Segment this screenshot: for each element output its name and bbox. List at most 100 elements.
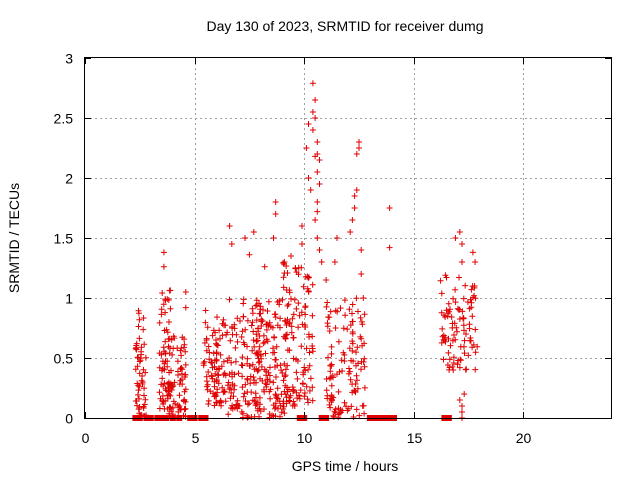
- data-point: [281, 373, 288, 380]
- data-point: [309, 281, 316, 288]
- data-point: [336, 368, 343, 375]
- data-point: [272, 199, 279, 205]
- data-point: [160, 263, 167, 270]
- data-point: [177, 347, 184, 354]
- data-point: [456, 306, 463, 313]
- data-point: [261, 366, 268, 373]
- data-point: [273, 392, 280, 399]
- data-point: [256, 394, 263, 401]
- data-point: [456, 364, 463, 371]
- data-point: [289, 315, 296, 322]
- grid: [85, 58, 611, 418]
- data-point: [303, 145, 310, 151]
- data-point: [316, 157, 323, 163]
- data-point: [238, 408, 245, 415]
- data-point: [280, 259, 287, 266]
- data-point: [271, 334, 278, 341]
- data-point: [219, 320, 226, 327]
- data-point: [346, 345, 353, 352]
- data-point: [450, 367, 457, 373]
- data-point: [253, 337, 260, 344]
- data-point: [166, 369, 173, 376]
- data-point: [303, 345, 310, 352]
- data-point: [471, 283, 478, 289]
- data-point: [463, 366, 470, 373]
- data-point: [312, 115, 319, 121]
- data-point: [332, 325, 339, 331]
- data-point: [339, 368, 346, 374]
- data-point: [164, 363, 171, 370]
- data-point: [244, 376, 251, 383]
- data-point: [301, 364, 308, 371]
- data-point: [361, 311, 368, 318]
- data-point: [214, 314, 220, 321]
- data-point: [450, 295, 457, 302]
- data-point: [213, 376, 220, 383]
- data-point: [182, 371, 189, 378]
- data-point: [239, 328, 246, 335]
- data-point: [358, 335, 365, 342]
- data-point: [168, 336, 175, 343]
- data-point: [212, 370, 219, 377]
- data-point: [228, 241, 235, 247]
- data-point: [227, 385, 234, 391]
- data-point: [242, 381, 249, 388]
- data-point: [158, 306, 165, 313]
- data-point: [231, 386, 238, 393]
- data-point: [142, 396, 149, 403]
- data-point: [293, 269, 300, 276]
- data-point: [201, 358, 208, 365]
- data-point: [182, 361, 189, 368]
- data-point: [297, 387, 304, 394]
- data-point: [304, 396, 311, 403]
- data-point: [229, 373, 236, 380]
- data-point: [299, 241, 305, 247]
- data-point: [139, 373, 146, 379]
- data-point: [167, 305, 174, 312]
- data-point: [286, 287, 293, 294]
- data-point: [265, 298, 272, 305]
- data-point: [240, 313, 247, 320]
- data-point: [262, 380, 269, 387]
- data-point: [227, 337, 234, 344]
- data-point: [277, 362, 284, 369]
- data-point: [293, 356, 300, 363]
- data-point: [282, 318, 289, 325]
- data-point: [234, 338, 241, 345]
- data-point: [275, 405, 281, 412]
- data-point: [474, 343, 481, 350]
- data-point: [282, 372, 289, 379]
- data-point: [306, 349, 313, 356]
- data-point: [137, 355, 144, 362]
- data-point: [299, 223, 305, 229]
- data-point: [256, 348, 262, 355]
- data-point: [286, 394, 293, 401]
- data-point: [244, 360, 251, 367]
- data-point: [170, 383, 177, 390]
- data-point: [361, 384, 368, 391]
- data-point: [465, 352, 472, 359]
- data-point: [314, 235, 321, 241]
- data-point: [165, 336, 172, 343]
- data-point: [293, 305, 300, 312]
- data-point: [160, 301, 167, 308]
- data-point: [259, 317, 266, 324]
- data-point: [214, 386, 221, 393]
- data-point: [450, 360, 457, 366]
- data-point: [261, 388, 268, 395]
- data-point: [291, 403, 298, 409]
- data-point: [220, 371, 227, 378]
- data-point: [353, 187, 360, 193]
- data-point: [266, 411, 273, 417]
- data-point: [232, 358, 239, 365]
- data-point: [270, 235, 277, 241]
- data-point: [296, 312, 303, 319]
- data-point: [264, 308, 271, 314]
- data-point: [298, 264, 305, 271]
- data-point: [132, 398, 139, 404]
- data-point: [298, 309, 305, 316]
- data-point: [312, 153, 319, 160]
- data-point: [133, 346, 140, 353]
- data-point: [346, 306, 353, 313]
- data-point: [178, 364, 185, 371]
